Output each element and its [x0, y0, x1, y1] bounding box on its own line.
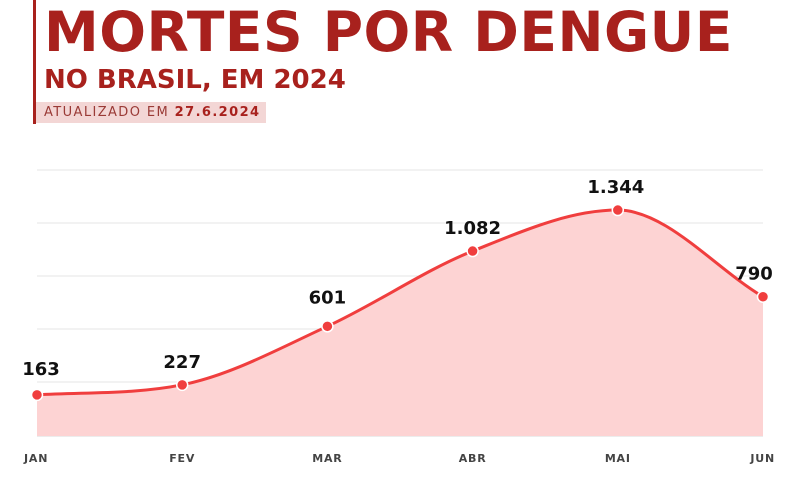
update-badge: ATUALIZADO EM 27.6.2024 [36, 102, 267, 123]
data-label-mar: 601 [309, 287, 347, 308]
data-point-mai [611, 203, 625, 217]
x-tick-fev: FEV [169, 452, 195, 465]
data-point-fev [175, 378, 189, 392]
x-tick-abr: ABR [459, 452, 487, 465]
x-tick-layer: JAN FEV MAR ABR MAI JUN [23, 452, 775, 465]
data-label-layer: 163 227 601 1.082 1.344 790 [22, 177, 773, 380]
chart-title: MORTES POR DENGUE [44, 0, 733, 64]
data-point-jan [30, 388, 44, 402]
chart-subtitle: NO BRASIL, EM 2024 [44, 65, 346, 95]
data-point-abr [466, 244, 479, 258]
x-tick-jun: JUN [749, 452, 775, 465]
line-layer [36, 208, 764, 397]
x-tick-mar: MAR [312, 452, 342, 465]
data-label-jun: 790 [735, 264, 773, 285]
x-tick-jan: JAN [23, 452, 48, 465]
data-label-fev: 227 [163, 352, 201, 373]
update-prefix: ATUALIZADO EM [44, 105, 170, 120]
area-layer [37, 210, 763, 436]
update-date: 27.6.2024 [174, 105, 261, 120]
data-label-abr: 1.082 [444, 218, 501, 239]
x-tick-mai: MAI [605, 452, 631, 465]
data-point-mar [321, 320, 334, 333]
accent-bar [33, 0, 36, 124]
data-point-jun [756, 290, 770, 303]
series-area [37, 210, 763, 436]
data-label-jan: 163 [22, 359, 60, 380]
point-layer [30, 203, 770, 402]
series-line [36, 208, 764, 397]
data-label-mai: 1.344 [587, 177, 644, 198]
